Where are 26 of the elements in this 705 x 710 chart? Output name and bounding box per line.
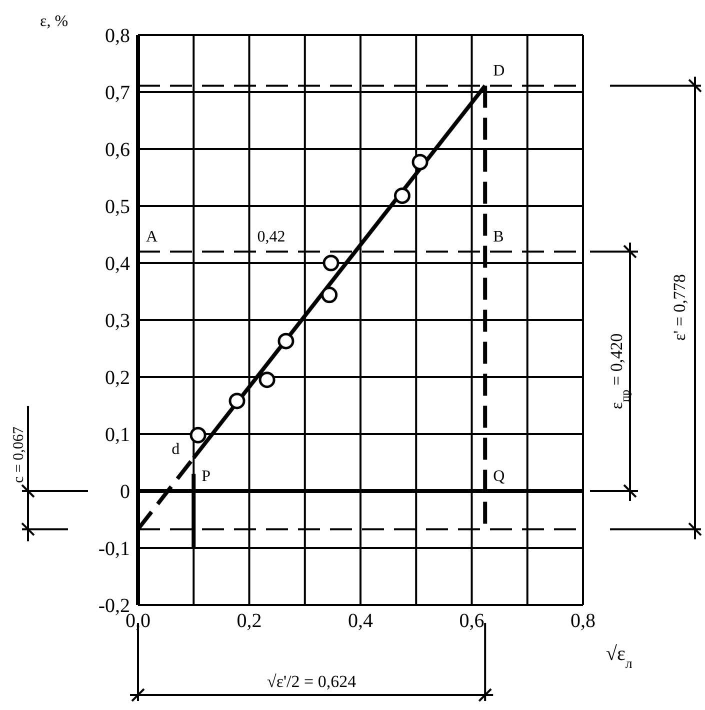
text: ε' = 0,778 [670, 274, 689, 341]
y-tick-label: 0 [120, 481, 130, 504]
y-tick-label: 0,8 [105, 25, 130, 48]
y-tick-label: 0,4 [105, 253, 130, 276]
annotation: d [172, 440, 180, 458]
annotation: Q [493, 468, 506, 485]
y-tick-label: 0,3 [105, 310, 130, 332]
x-axis-title: √ε$_{л}$ [606, 643, 632, 672]
annotation: A [146, 228, 158, 246]
y-tick-label: -0,1 [98, 538, 130, 560]
annotation: D [493, 62, 505, 80]
annotation: B [493, 228, 504, 246]
annotation: P [202, 468, 211, 485]
x-tick-label: 0,6 [459, 610, 484, 632]
y-axis-title: ε, % [40, 13, 68, 30]
x-tick-label: 0,8 [570, 610, 596, 632]
y-tick-label: 0,2 [105, 367, 130, 390]
x-tick-label: 0,2 [236, 610, 262, 632]
y-tick-label: 0,1 [105, 424, 130, 446]
annotation: 0,42 [257, 228, 286, 246]
y-tick-label: 0,6 [105, 139, 130, 162]
x-tick-label: 0,4 [348, 610, 373, 632]
y-tick-label: 0,7 [105, 82, 130, 104]
y-tick-label: 0,5 [105, 196, 130, 218]
text: √ε'/2 = 0,624 [267, 672, 357, 691]
text: c = 0,067 [11, 426, 27, 483]
